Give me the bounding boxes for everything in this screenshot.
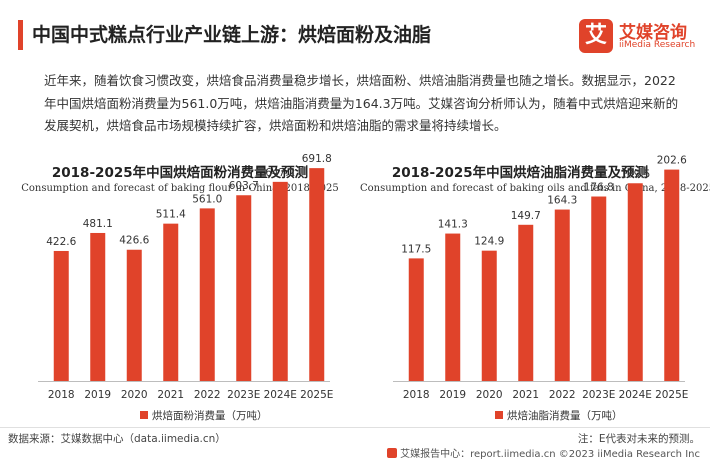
oil-data-label: 189.5 [620, 168, 650, 180]
flour-data-label: 603.7 [229, 180, 259, 192]
oil-tick-label: 2020 [476, 389, 503, 401]
oil-consumption-chart: 117.5 2018 141.3 2019 124.9 2020 149.7 2021 164.… [393, 155, 688, 422]
flour-bar [199, 208, 215, 381]
flour-legend-swatch [140, 411, 148, 419]
flour-data-label: 426.6 [119, 235, 149, 247]
oil-bar [627, 183, 643, 381]
flour-tick-label: 2020 [121, 389, 148, 401]
oil-data-label: 149.7 [511, 210, 541, 222]
flour-data-label: 561.0 [192, 193, 222, 205]
oil-bar [664, 169, 680, 381]
oil-data-label: 141.3 [438, 219, 468, 231]
oil-tick-label: 2022 [549, 389, 576, 401]
flour-tick-label: 2023E [227, 389, 260, 401]
oil-bar [591, 196, 607, 381]
oil-tick-label: 2018 [403, 389, 430, 401]
flour-tick-label: 2021 [157, 389, 184, 401]
oil-data-label: 124.9 [474, 236, 504, 248]
flour-data-label: 481.1 [83, 218, 113, 230]
flour-data-label: 422.6 [46, 236, 76, 248]
flour-bar [126, 249, 142, 381]
flour-consumption-chart: 422.6 2018 481.1 2019 426.6 2020 511.4 2021 561.… [38, 153, 333, 422]
flour-chart-subtitle: Consumption and forecast of baking flour… [21, 183, 339, 194]
title-accent-bar [18, 20, 23, 50]
flour-bar [236, 195, 252, 381]
oil-data-label: 176.8 [584, 182, 614, 194]
oil-data-label: 202.6 [657, 155, 687, 167]
footer: 艾媒报告中心：report.iimedia.cn ©2023 iiMedia R… [0, 445, 710, 461]
brand-name-cn: 艾媒咨询 [619, 23, 687, 43]
brand-logo-mark: 艾 [579, 19, 613, 53]
oil-tick-label: 2023E [582, 389, 615, 401]
oil-chart-subtitle: Consumption and forecast of baking oils … [360, 183, 710, 194]
flour-bar [53, 250, 69, 381]
flour-tick-label: 2018 [48, 389, 75, 401]
oil-legend-swatch [495, 411, 503, 419]
footer-text: 艾媒报告中心：report.iimedia.cn ©2023 iiMedia R… [400, 449, 700, 460]
brand-name-en: iiMedia Research [619, 40, 696, 50]
brand-logo: 艾 艾媒咨询 iiMedia Research [579, 16, 701, 56]
oil-tick-label: 2024E [619, 389, 652, 401]
intro-paragraph: 近年来，随着饮食习惯改变，烘焙食品消费量稳步增长，烘焙面粉、烘焙油脂消费量也随之… [44, 73, 679, 133]
oil-bar [481, 250, 497, 381]
flour-chart-title: 2018-2025年中国烘焙面粉消费量及预测 [51, 165, 309, 181]
oil-bar [554, 209, 570, 381]
flour-tick-label: 2025E [300, 389, 333, 401]
page-title: 中国中式糕点行业产业链上游：烘焙面粉及油脂 [32, 24, 432, 46]
oil-tick-label: 2025E [655, 389, 688, 401]
flour-data-label: 691.8 [302, 153, 332, 165]
flour-data-label: 647.2 [265, 167, 295, 179]
oil-bar [445, 233, 461, 381]
oil-data-label: 117.5 [401, 243, 431, 255]
flour-tick-label: 2022 [194, 389, 221, 401]
flour-legend-label: 烘焙面粉消费量（万吨） [152, 409, 268, 422]
oil-data-label: 164.3 [547, 195, 577, 207]
oil-chart-title: 2018-2025年中国烘焙油脂消费量及预测 [391, 165, 649, 181]
data-source: 数据来源：艾媒数据中心（data.iimedia.cn） [8, 433, 226, 445]
flour-data-label: 511.4 [156, 209, 186, 221]
flour-bar [163, 223, 179, 381]
forecast-note: 注：E代表对未来的预测。 [577, 433, 700, 445]
oil-bar [408, 258, 424, 381]
oil-tick-label: 2021 [512, 389, 539, 401]
oil-bar [518, 224, 534, 381]
flour-tick-label: 2024E [264, 389, 297, 401]
flour-tick-label: 2019 [84, 389, 111, 401]
flour-bar [309, 168, 325, 381]
flour-bar [272, 181, 288, 381]
report-center-icon [387, 448, 398, 458]
oil-legend-label: 烘焙油脂消费量（万吨） [507, 409, 623, 422]
footer-divider [0, 427, 710, 428]
oil-tick-label: 2019 [439, 389, 466, 401]
flour-bar [90, 232, 106, 381]
